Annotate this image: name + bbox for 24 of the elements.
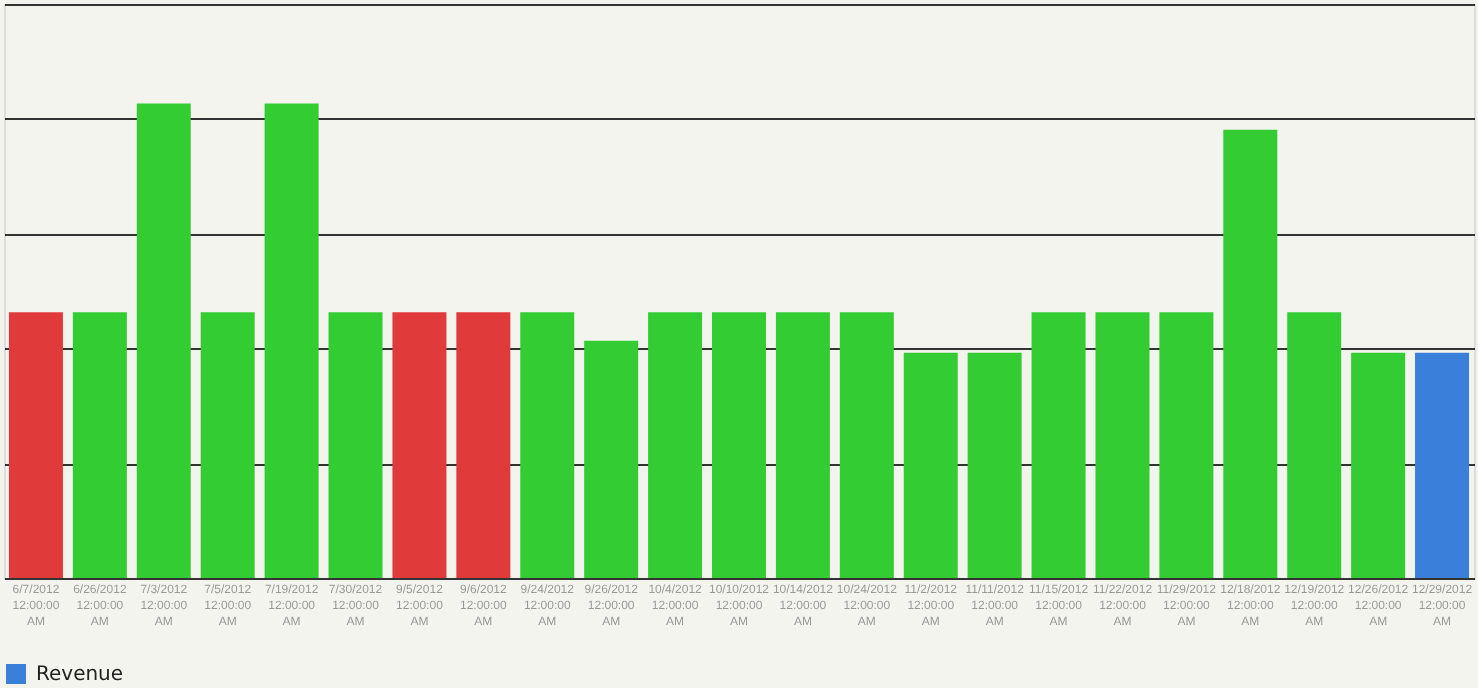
bar [72, 312, 127, 578]
bar [8, 312, 63, 578]
bar [1159, 312, 1214, 578]
bar [967, 352, 1022, 578]
bar [520, 312, 575, 578]
bar [1287, 312, 1342, 578]
bar [648, 312, 703, 578]
bar [328, 312, 383, 578]
legend-label: Revenue [36, 664, 124, 686]
bar [712, 312, 766, 578]
bar [1415, 352, 1470, 578]
bar [903, 352, 958, 578]
bar [775, 312, 830, 578]
bar [1031, 312, 1086, 578]
bar [392, 312, 447, 578]
bar [200, 312, 255, 578]
bar [136, 103, 191, 578]
bar [456, 312, 511, 578]
bar [264, 103, 319, 578]
bar [584, 340, 639, 578]
bar [1095, 312, 1150, 578]
bar [1351, 352, 1406, 578]
bar [1223, 129, 1278, 578]
bar [839, 312, 894, 578]
